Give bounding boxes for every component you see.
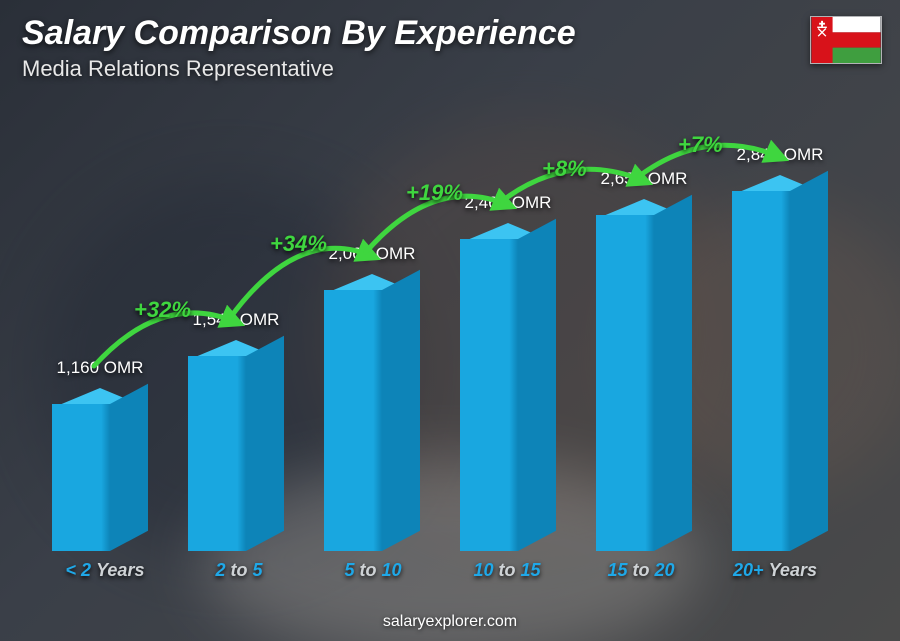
pct-increase-label: +19%	[406, 180, 463, 206]
bar-value-label: 2,460 OMR	[465, 193, 552, 213]
chart-subtitle: Media Relations Representative	[22, 56, 334, 82]
bar-item: 1,160 OMR	[38, 358, 162, 551]
pct-increase-label: +8%	[542, 156, 587, 182]
bar-item: 1,540 OMR	[174, 310, 298, 551]
bar-item: 2,650 OMR	[582, 169, 706, 551]
pct-increase-label: +34%	[270, 231, 327, 257]
bar-3d	[732, 191, 828, 551]
bar-3d	[52, 404, 148, 551]
bar-3d	[596, 215, 692, 551]
bar-item: 2,840 OMR	[718, 145, 842, 551]
category-label: 5 to 10	[306, 560, 440, 581]
footer-credit: salaryexplorer.com	[0, 613, 900, 631]
bar-item: 2,460 OMR	[446, 193, 570, 551]
bars-container: 1,160 OMR 1,540 OMR 2,060 OMR 2,460 OMR 2,65…	[30, 100, 850, 551]
pct-increase-label: +7%	[678, 132, 723, 158]
bar-3d	[188, 356, 284, 551]
category-label: 2 to 5	[172, 560, 306, 581]
bar-item: 2,060 OMR	[310, 244, 434, 551]
bar-value-label: 1,540 OMR	[193, 310, 280, 330]
bar-value-label: 2,060 OMR	[329, 244, 416, 264]
category-label: 20+ Years	[708, 560, 842, 581]
bar-3d	[460, 239, 556, 551]
bar-chart: 1,160 OMR 1,540 OMR 2,060 OMR 2,460 OMR 2,65…	[30, 100, 850, 581]
bar-value-label: 2,840 OMR	[737, 145, 824, 165]
bar-3d	[324, 290, 420, 551]
category-labels: < 2 Years2 to 55 to 1010 to 1515 to 2020…	[30, 560, 850, 581]
oman-flag-icon	[810, 16, 882, 64]
bar-value-label: 1,160 OMR	[57, 358, 144, 378]
chart-title: Salary Comparison By Experience	[22, 14, 576, 53]
category-label: < 2 Years	[38, 560, 172, 581]
category-label: 10 to 15	[440, 560, 574, 581]
pct-increase-label: +32%	[134, 297, 191, 323]
category-label: 15 to 20	[574, 560, 708, 581]
infographic-stage: Salary Comparison By Experience Media Re…	[0, 0, 900, 641]
bar-value-label: 2,650 OMR	[601, 169, 688, 189]
